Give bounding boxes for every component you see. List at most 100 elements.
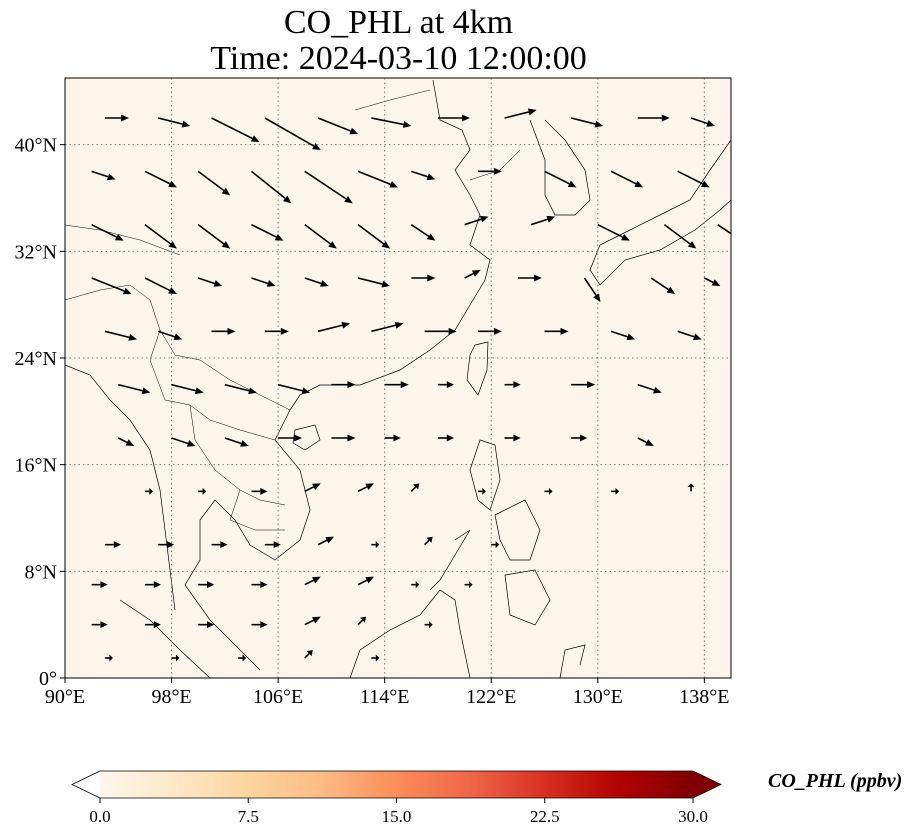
wind-arrow [357, 483, 375, 493]
wind-arrow [491, 541, 500, 549]
indochina-coastline [184, 409, 311, 671]
wind-arrow [317, 117, 359, 135]
wind-arrow [687, 483, 695, 492]
lat-tick-label: 24°N [15, 348, 57, 370]
map-subtitle-time: Time: 2024-03-10 12:00:00 [210, 40, 587, 77]
wind-arrow [371, 654, 380, 662]
wind-arrow [278, 434, 303, 442]
wind-arrow [304, 277, 329, 287]
wind-arrow [690, 117, 716, 127]
wind-arrow [171, 383, 204, 395]
wind-arrow [637, 383, 662, 394]
wind-arrow [197, 277, 223, 287]
lon-tick-label: 98°E [151, 686, 191, 708]
colorbar-label: CO_PHL (ppbv) [768, 770, 903, 792]
lon-tick-label: 138°E [679, 686, 729, 708]
wind-arrow [704, 277, 721, 286]
wind-arrow [371, 541, 380, 549]
wind-arrow [104, 654, 113, 662]
wind-arrow [198, 621, 215, 629]
wind-arrow [517, 274, 542, 282]
longitude-ticks: 90°E 98°E 106°E 114°E 122°E 130°E 138°E [45, 678, 729, 708]
visayas-coastline [494, 499, 541, 561]
wind-arrow [504, 434, 521, 442]
wind-arrow [464, 270, 481, 279]
wind-arrow [211, 117, 260, 142]
wind-arrow [317, 321, 351, 333]
wind-arrow [104, 541, 121, 549]
wind-arrow [91, 170, 116, 181]
wind-arrow [251, 487, 268, 495]
wind-arrow [224, 437, 249, 447]
wind-arrow [197, 170, 231, 196]
wind-arrow [583, 277, 601, 302]
colorbar-ticks: 0.0 7.5 15.0 22.5 30.0 [89, 798, 708, 826]
wind-arrow [571, 434, 588, 442]
wind-arrow [424, 536, 433, 546]
wind-arrow [144, 621, 161, 629]
wind-arrow [357, 224, 391, 249]
wind-arrow [411, 170, 436, 181]
wind-arrow [650, 277, 676, 294]
wind-arrow [571, 381, 596, 389]
lat-tick-label: 8°N [25, 561, 57, 583]
wind-arrow [477, 327, 502, 335]
colorbar-tick-label: 0.0 [89, 807, 110, 826]
wind-arrow [717, 224, 731, 235]
wind-arrow [544, 327, 569, 335]
wind-arrow [304, 650, 313, 659]
wind-arrow [597, 223, 630, 241]
lon-tick-label: 122°E [466, 686, 516, 708]
wind-arrow [144, 487, 153, 495]
wind-arrow [611, 487, 620, 495]
wind-arrow [264, 541, 281, 549]
wind-arrow [104, 114, 129, 122]
wind-arrow [304, 576, 321, 586]
wind-arrow [384, 381, 409, 389]
colorbar-extend-min [72, 771, 100, 798]
wind-arrow [91, 277, 132, 295]
luzon-coastline [469, 439, 501, 511]
wind-arrow [104, 330, 137, 341]
wind-arrow [610, 170, 644, 188]
palawan-coastline [429, 529, 471, 591]
map-frame [64, 77, 732, 679]
country-borders [65, 89, 521, 531]
wind-arrow [238, 654, 247, 662]
wind-arrow [331, 381, 356, 389]
wind-arrow [411, 581, 420, 589]
colorbar-gradient [100, 771, 693, 798]
wind-arrow [224, 383, 257, 395]
coastlines [65, 79, 731, 678]
wind-arrow [464, 581, 473, 589]
wind-arrow [211, 541, 228, 549]
wind-vectors [91, 108, 731, 662]
wind-arrow [251, 223, 284, 241]
wind-arrow [158, 117, 191, 128]
wind-arrow [357, 170, 399, 188]
sulawesi-coastline [559, 644, 586, 678]
lon-tick-label: 90°E [45, 686, 85, 708]
wind-arrow [384, 434, 401, 442]
wind-arrow [198, 487, 207, 495]
wind-arrow [544, 170, 577, 188]
wind-arrow [117, 437, 135, 446]
wind-arrow [663, 224, 697, 249]
wind-arrow [371, 321, 404, 333]
wind-arrow [544, 487, 553, 495]
wind-arrow [198, 581, 215, 589]
wind-arrow [144, 277, 177, 294]
latitude-ticks: 0° 8°N 16°N 24°N 32°N 40°N [15, 135, 65, 690]
wind-arrow [357, 616, 367, 626]
wind-arrow [410, 483, 420, 492]
wind-arrow [264, 327, 289, 335]
wind-arrow [91, 581, 108, 589]
wind-arrow [144, 170, 177, 188]
wind-arrow [477, 487, 486, 495]
wind-arrow [331, 434, 356, 442]
wind-arrow [357, 277, 391, 288]
wind-arrow [504, 108, 537, 119]
japan-coastline [589, 139, 731, 286]
wind-arrow [304, 224, 337, 249]
wind-arrow [477, 167, 502, 175]
